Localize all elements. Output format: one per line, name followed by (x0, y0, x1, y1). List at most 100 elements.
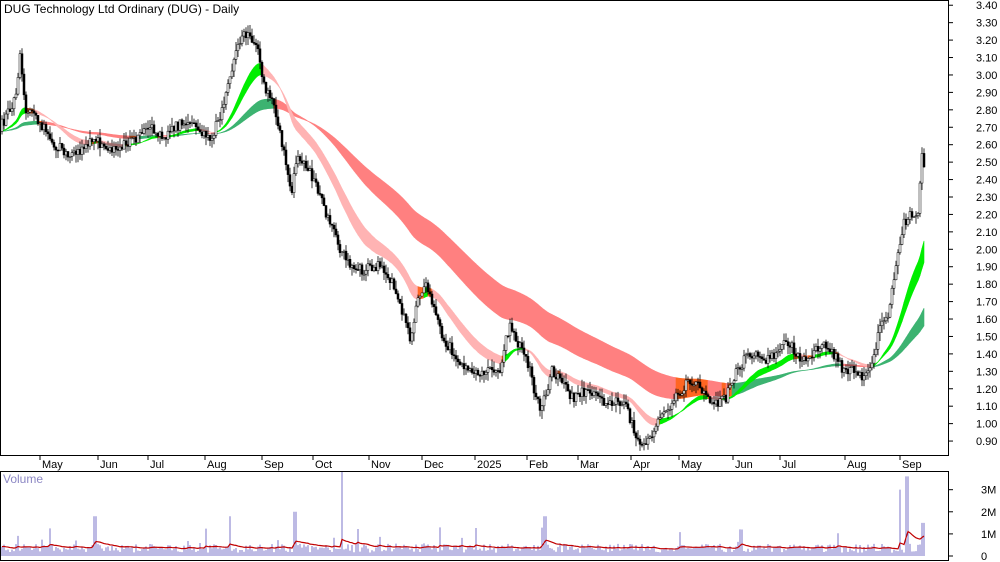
candle-body (282, 146, 286, 151)
candle-body (154, 132, 158, 135)
candle-body (656, 418, 660, 427)
candle-body (302, 160, 306, 164)
candle-body (158, 131, 162, 137)
candle-body (378, 261, 382, 268)
candle-body (672, 400, 676, 404)
candle-body (758, 356, 762, 358)
candle-body (4, 113, 8, 126)
price-tick-label: 3.40 (976, 0, 997, 12)
candle-body (56, 149, 60, 152)
candle-body (136, 134, 140, 143)
candle-body (492, 369, 496, 373)
candle-body (62, 147, 66, 156)
candle-body (554, 376, 558, 380)
candle-body (314, 178, 318, 183)
candle-body (812, 350, 816, 358)
candle-body (416, 297, 420, 307)
candle-body (542, 395, 546, 407)
plot-area (0, 25, 926, 451)
candle-body (200, 131, 204, 136)
candle-body (390, 278, 394, 283)
candle-body (304, 160, 308, 169)
candle-body (446, 346, 450, 350)
candle-body (664, 410, 668, 413)
candle-body (352, 265, 356, 269)
candle-body (918, 182, 922, 214)
candle-body (88, 138, 92, 147)
candle-body (80, 146, 84, 155)
candle-body (42, 124, 46, 131)
candle-body (524, 354, 528, 357)
candle-body (840, 360, 844, 373)
candle-body (510, 322, 514, 332)
candle-body (754, 351, 758, 357)
candle-body (232, 59, 236, 72)
candle-body (504, 335, 508, 351)
candle-body (94, 139, 98, 142)
candle-body (480, 370, 484, 376)
month-label: Jun (735, 459, 753, 471)
candle-body (432, 304, 436, 307)
candle-body (552, 366, 556, 378)
candle-body (144, 127, 148, 130)
candle-body (498, 370, 502, 373)
candle-body (774, 352, 778, 359)
candle-body (494, 370, 498, 373)
candle-body (248, 32, 252, 37)
candle-body (294, 163, 298, 174)
price-tick-label: 2.40 (976, 175, 997, 187)
candle-body (402, 313, 406, 316)
candle-body (514, 332, 518, 342)
candle-body (438, 319, 442, 327)
candle-body (68, 155, 72, 158)
candle-body (752, 355, 756, 359)
candle-body (872, 354, 876, 364)
candle-body (368, 263, 372, 266)
candle-body (32, 110, 36, 114)
candle-body (762, 358, 766, 361)
candle-body (608, 400, 612, 405)
candle-body (186, 122, 190, 125)
candle-body (172, 126, 176, 132)
candle-body (296, 156, 300, 164)
candle-body (356, 269, 360, 271)
candle-body (626, 403, 630, 409)
month-label: Feb (529, 459, 548, 471)
trend-bands (0, 63, 925, 426)
candle-body (162, 137, 166, 139)
candle-body (796, 353, 800, 357)
candle-body (222, 104, 226, 108)
month-label: Oct (315, 459, 332, 471)
candle-body (468, 368, 472, 371)
candle-body (178, 119, 182, 131)
candle-body (140, 132, 144, 134)
candle-body (646, 437, 650, 445)
price-tick-label: 1.80 (976, 279, 997, 291)
volume-tick-label: 2M (981, 507, 996, 519)
candle-body (386, 274, 390, 279)
candle-body (372, 267, 376, 271)
candle-body (900, 234, 904, 245)
candle-body (858, 372, 862, 376)
candle-body (686, 379, 690, 381)
candle-body (414, 305, 418, 323)
price-tick-label: 1.20 (976, 384, 997, 396)
candle-body (412, 322, 416, 334)
candle-body (258, 48, 262, 63)
candle-body (164, 137, 168, 140)
candle-body (208, 134, 212, 141)
candle-body (724, 394, 728, 403)
candle-body (134, 137, 138, 143)
candle-body (36, 115, 40, 124)
candle-body (854, 371, 858, 373)
candle-body (532, 377, 536, 394)
candle-body (880, 320, 884, 326)
candle-body (740, 367, 744, 370)
price-tick-label: 1.90 (976, 262, 997, 274)
candle-body (146, 127, 150, 130)
month-label: Jun (100, 459, 118, 471)
candle-body (844, 368, 848, 370)
candle-body (244, 31, 248, 39)
candle-body (72, 150, 76, 153)
price-tick-label: 1.00 (976, 419, 997, 431)
